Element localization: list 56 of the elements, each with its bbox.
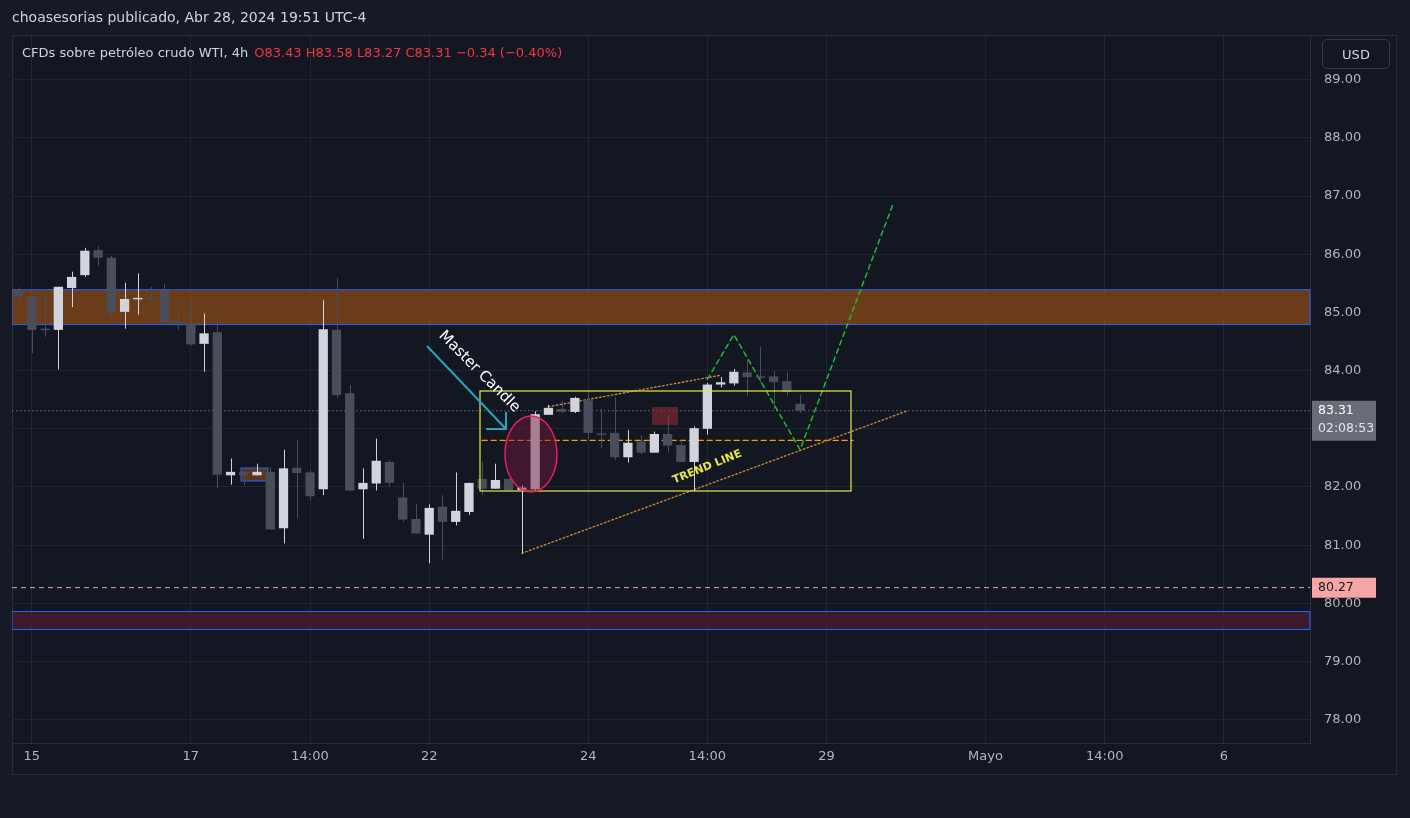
x-tick-label: 15: [23, 748, 41, 764]
candlestick: [66, 271, 77, 308]
candlestick: [384, 459, 395, 487]
y-tick-label: 88.00: [1324, 129, 1362, 145]
candlestick: [517, 484, 527, 554]
text: USD: [1322, 39, 1390, 69]
x-tick-label: Mayo: [968, 748, 1003, 764]
y-tick-label: 86.00: [1324, 245, 1362, 261]
x-tick-label: 17: [182, 748, 200, 764]
candlestick: [411, 503, 421, 535]
text: 02:08:53: [1318, 419, 1375, 435]
y-tick-label: 84.00: [1324, 361, 1362, 377]
x-tick-label: 29: [818, 748, 835, 764]
y-tick-label: 81.00: [1324, 536, 1362, 552]
y-tick-label: 85.00: [1324, 303, 1362, 319]
ref-line-label: 83.31: [1318, 401, 1354, 417]
candlestick: [649, 431, 660, 454]
candlestick: [292, 439, 302, 519]
line-series: [706, 204, 894, 451]
annotation: O83.43 H83.58 L83.27 C83.31 −0.34 (−0.40%): [254, 45, 563, 60]
candlestick: [755, 346, 765, 384]
candlestick: [742, 359, 752, 397]
y-tick-label: 89.00: [1324, 71, 1362, 87]
candlestick: [358, 467, 368, 540]
x-tick-label: 6: [1219, 748, 1229, 764]
candlestick: [623, 429, 633, 464]
x-tick-label: 14:00: [1085, 748, 1124, 764]
candlestick: [119, 282, 130, 330]
y-tick-label: 78.00: [1324, 711, 1362, 727]
candlestick: [636, 434, 646, 455]
y-tick-label: 80.00: [1324, 594, 1362, 610]
candlestick: [662, 414, 673, 454]
chart-title: choasesorias publicado, Abr 28, 2024 19:51 UTC-4: [12, 9, 367, 25]
candlestick: [490, 463, 501, 490]
candlestick: [186, 299, 196, 347]
candlestick: [371, 438, 381, 491]
x-tick-label: 22: [420, 748, 438, 764]
candlestick: [13, 286, 24, 307]
x-tick-label: 14:00: [688, 748, 727, 764]
candlestick: [676, 439, 686, 463]
x-tick-label: 24: [579, 748, 597, 764]
candlestick: [398, 482, 408, 523]
candlestick: [795, 394, 805, 414]
y-tick-label: 82.00: [1324, 478, 1362, 494]
x-tick-label: 14:00: [291, 748, 329, 764]
candlestick: [451, 471, 461, 526]
ref-line-label: 80.27: [1318, 578, 1354, 594]
candlestick: [437, 494, 448, 561]
candlestick: [199, 313, 209, 373]
candlestick: [93, 245, 103, 267]
candlestick: [768, 370, 779, 411]
y-tick-label: 87.00: [1324, 187, 1362, 203]
y-tick-label: 79.00: [1324, 652, 1362, 668]
candlestick: [305, 469, 315, 501]
candlestick: [596, 407, 607, 450]
text: CFDs sobre petróleo crudo WTI, 4h: [22, 45, 249, 60]
